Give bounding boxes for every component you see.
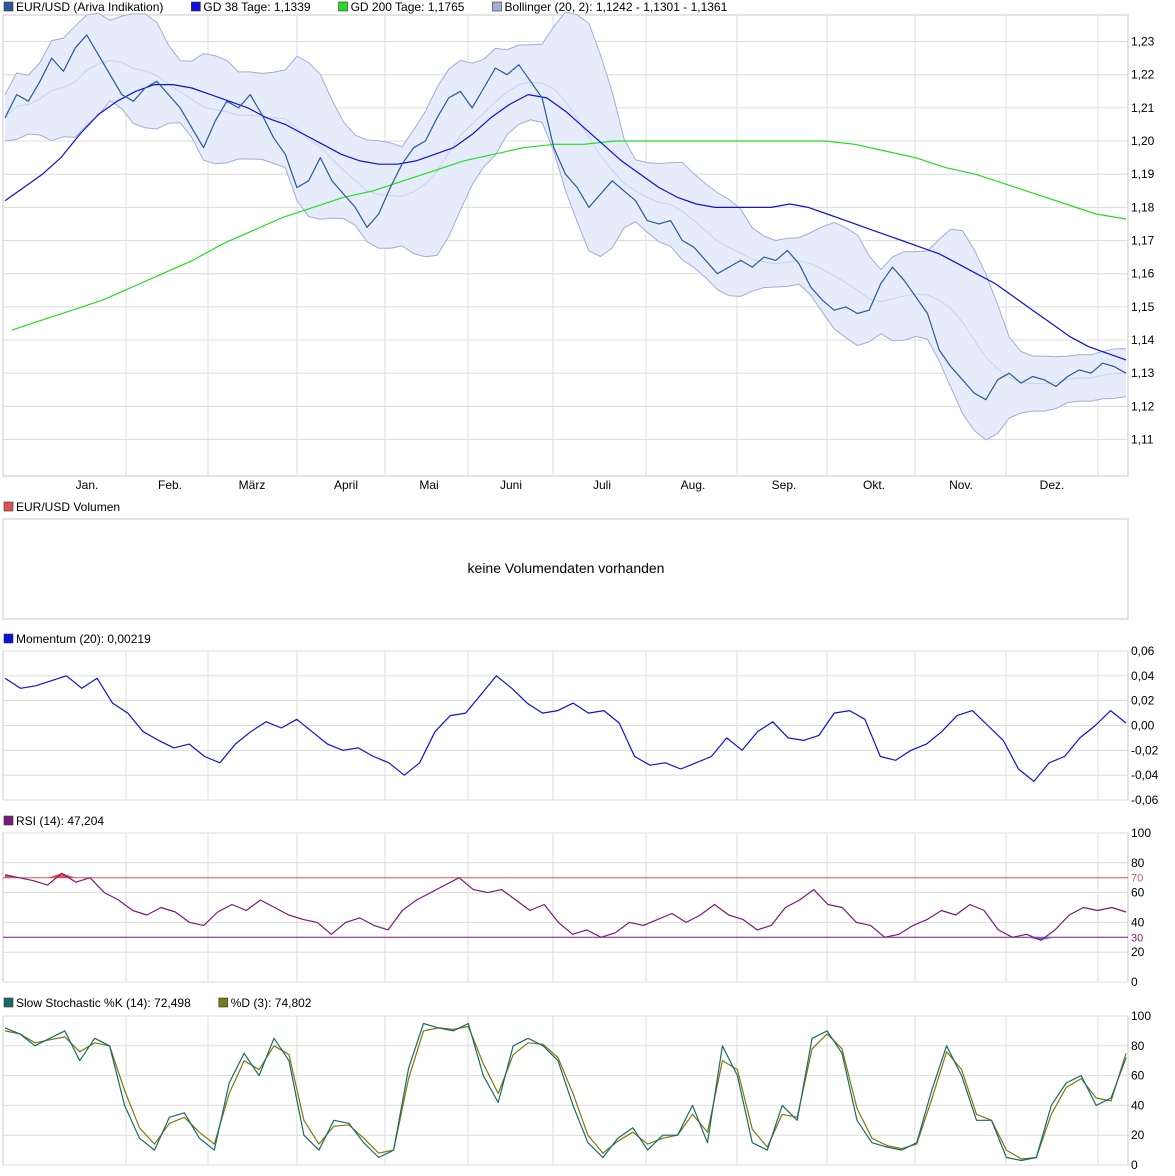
month-label: Feb. — [158, 478, 182, 492]
month-label: Dez. — [1040, 478, 1065, 492]
price-panel-tick-label: 1,17 — [1131, 234, 1155, 248]
stochastic-panel-legend-label: %D (3): 74,802 — [231, 996, 312, 1010]
month-label: Jan. — [76, 478, 99, 492]
price-panel-tick-label: 1,11 — [1131, 433, 1154, 447]
rsi-threshold-label: 70 — [1131, 873, 1143, 885]
price-panel-tick-label: 1,13 — [1131, 366, 1155, 380]
rsi-oversold-fill — [1026, 937, 1041, 941]
rsi-panel-frame — [2, 832, 1129, 983]
price-panel-tick-label: 1,22 — [1131, 68, 1155, 82]
stochastic-panel-tick-label: 0 — [1131, 1158, 1138, 1172]
month-label: Aug. — [681, 478, 706, 492]
price-panel-legend-label: EUR/USD (Ariva Indikation) — [16, 0, 163, 14]
rsi-line — [4, 872, 1127, 941]
momentum-panel-tick-label: 0,06 — [1131, 644, 1155, 658]
month-label: März — [239, 478, 266, 492]
price-panel-tick-label: 1,14 — [1131, 333, 1155, 347]
month-label: Juli — [593, 478, 611, 492]
price-panel-tick-label: 1,15 — [1131, 300, 1155, 314]
momentum-panel-legend-label: Momentum (20): 0,00219 — [16, 632, 151, 646]
momentum-panel-tick-label: -0,04 — [1131, 768, 1159, 782]
volume-panel-legend-label: EUR/USD Volumen — [16, 500, 120, 514]
momentum-panel-tick-label: -0,06 — [1131, 793, 1159, 807]
stochastic-panel-frame — [2, 1015, 1129, 1166]
month-label: Sep. — [772, 478, 797, 492]
price-panel-swatch — [191, 1, 201, 12]
momentum-panel-tick-label: 0,00 — [1131, 719, 1155, 733]
price-panel-swatch — [338, 1, 348, 12]
stochastic-panel-tick-label: 100 — [1131, 1009, 1151, 1023]
bollinger-middle-line — [4, 60, 1127, 385]
stochastic-panel-tick-label: 20 — [1131, 1128, 1145, 1142]
rsi-panel-tick-label: 60 — [1131, 886, 1145, 900]
price-panel-swatch — [3, 1, 14, 12]
rsi-panel-tick-label: 40 — [1131, 915, 1145, 929]
price-panel-legend-label: GD 38 Tage: 1,1339 — [203, 0, 311, 14]
month-label: April — [334, 478, 358, 492]
month-label: Mai — [419, 478, 438, 492]
rsi-panel-swatch — [3, 815, 14, 826]
rsi-panel-legend-label: RSI (14): 47,204 — [16, 814, 104, 828]
momentum-panel-tick-label: -0,02 — [1131, 743, 1159, 757]
price-panel-legend-label: Bollinger (20, 2): 1,1242 - 1,1301 - 1,1… — [504, 0, 727, 14]
price-panel-tick-label: 1,16 — [1131, 267, 1155, 281]
price-panel-tick-label: 1,23 — [1131, 35, 1155, 49]
stochastic-k-line — [4, 1022, 1127, 1162]
rsi-overbought-fill — [61, 873, 76, 878]
volume-panel-frame — [2, 518, 1129, 620]
stochastic-panel-swatch — [218, 997, 229, 1008]
price-panel-tick-label: 1,12 — [1131, 399, 1155, 413]
volume-panel-swatch — [3, 501, 14, 512]
stochastic-panel-tick-label: 80 — [1131, 1039, 1145, 1053]
price-panel-swatch — [492, 1, 502, 12]
price-line — [4, 34, 1127, 401]
price-panel-legend-label: GD 200 Tage: 1,1765 — [351, 0, 465, 14]
price-panel-tick-label: 1,19 — [1131, 167, 1155, 181]
momentum-panel-tick-label: 0,04 — [1131, 669, 1155, 683]
month-label: Okt. — [863, 478, 885, 492]
rsi-panel-tick-label: 80 — [1131, 856, 1145, 870]
price-panel-tick-label: 1,21 — [1131, 101, 1155, 115]
momentum-line — [4, 675, 1127, 783]
stochastic-panel-tick-label: 60 — [1131, 1069, 1145, 1083]
rsi-panel-tick-label: 0 — [1131, 975, 1138, 989]
stochastic-panel-swatch — [3, 997, 14, 1008]
gd200-line — [11, 140, 1127, 331]
momentum-panel-swatch — [3, 633, 14, 644]
month-label: Juni — [500, 478, 522, 492]
rsi-threshold-label: 30 — [1131, 932, 1143, 944]
bollinger-lower-line — [4, 100, 1127, 441]
stochastic-panel-tick-label: 40 — [1131, 1098, 1145, 1112]
rsi-panel-tick-label: 100 — [1131, 826, 1151, 840]
momentum-panel-tick-label: 0,02 — [1131, 694, 1155, 708]
bollinger-upper-line — [4, 11, 1127, 358]
price-panel-tick-label: 1,20 — [1131, 134, 1155, 148]
rsi-panel-tick-label: 20 — [1131, 945, 1145, 959]
gd38-line — [4, 83, 1127, 361]
stochastic-panel-legend-label: Slow Stochastic %K (14): 72,498 — [16, 996, 191, 1010]
month-label: Nov. — [949, 478, 973, 492]
price-panel-tick-label: 1,18 — [1131, 200, 1155, 214]
no-volume-message: keine Volumendaten vorhanden — [468, 560, 665, 576]
